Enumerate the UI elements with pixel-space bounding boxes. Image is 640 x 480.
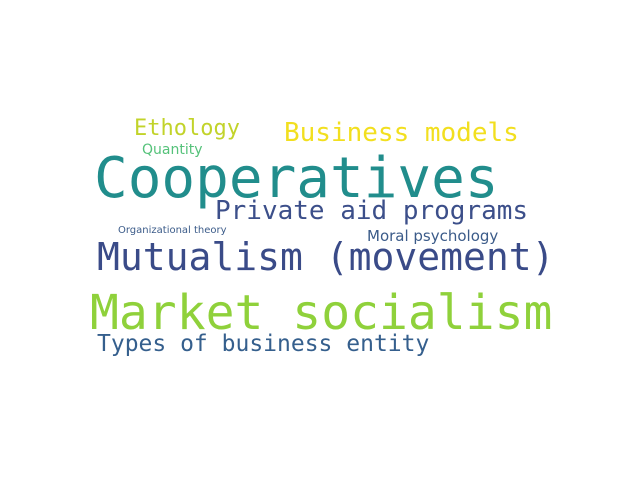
word-mutualism-movement: Mutualism (movement) xyxy=(97,235,555,279)
word-moral-psychology: Moral psychology xyxy=(367,227,499,245)
word-quantity: Quantity xyxy=(142,142,203,158)
word-organizational-theory: Organizational theory xyxy=(118,225,227,236)
word-business-models: Business models xyxy=(284,118,519,148)
word-market-socialism: Market socialism xyxy=(90,285,553,341)
word-types-of-business-entity: Types of business entity xyxy=(97,331,430,357)
word-private-aid-programs: Private aid programs xyxy=(215,196,529,226)
word-cooperatives: Cooperatives xyxy=(94,146,499,211)
word-ethology: Ethology xyxy=(134,116,240,141)
